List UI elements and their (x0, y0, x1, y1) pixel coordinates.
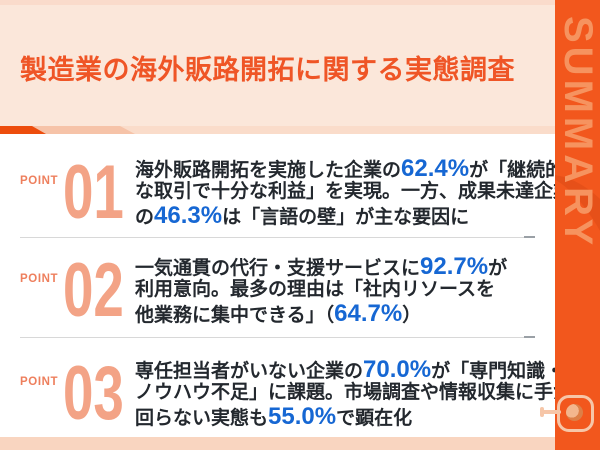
text-segment: の (135, 206, 155, 228)
text-segment: 海外販路開拓を実施した企業の (135, 160, 402, 181)
summary-sidebar: SUMMARY (555, 0, 600, 450)
point-label: POINT (20, 273, 59, 285)
header-top-strip (0, 0, 600, 5)
page-title: 製造業の海外販路開拓に関する実態調査 (20, 55, 515, 85)
point-row: POINT 03 専任担当者がいない企業の70.0%が「専門知識・ ノウハウ不足」… (20, 351, 572, 436)
text-segment: で顕在化 (336, 407, 413, 429)
stripe-light (0, 126, 555, 134)
point-row: POINT 01 海外販路開拓を実施した企業の62.4%が「継続的 な取引で十分な… (20, 150, 572, 235)
point-text: 海外販路開拓を実施した企業の62.4%が「継続的 な取引で十分な利益」を実現。一方… (135, 157, 572, 229)
text-segment: ） (402, 304, 422, 326)
point-text: 専任担当者がいない企業の70.0%が「専門知識・ ノウハウ不足」に課題。市場調査や… (135, 358, 572, 430)
text-segment: 一気通貫の代行・支援サービスに (135, 258, 421, 279)
stripe-mid (0, 126, 135, 134)
point-id: POINT 03 (20, 351, 135, 436)
text-segment: が「継続的 (469, 160, 565, 181)
text-segment: 他業務に集中できる」（ (135, 304, 335, 326)
text-segment: が「専門知識・ (431, 361, 565, 382)
divider (20, 336, 535, 338)
stat-highlight: 62.4% (401, 155, 470, 182)
text-segment: な取引で十分な利益」を実現。一方、成果未達企業 (135, 181, 573, 203)
text-segment: 専任担当者がいない企業の (135, 361, 364, 382)
divider-tick (524, 336, 535, 338)
point-id: POINT 02 (20, 248, 135, 333)
bottom-strip (0, 437, 555, 450)
text-segment: ノウハウ不足」に課題。市場調査や情報収集に手が (135, 382, 573, 404)
divider-tick (524, 236, 535, 238)
point-number: 01 (63, 150, 124, 235)
stat-highlight: 70.0% (363, 356, 432, 383)
text-segment: 利用意向。最多の理由は「社内リソースを (135, 279, 496, 301)
point-number: 03 (63, 351, 124, 436)
point-text: 一気通貫の代行・支援サービスに92.7%が 利用意向。最多の理由は「社内リソースを… (135, 255, 507, 327)
logo-ring (557, 395, 594, 432)
divider (20, 236, 535, 238)
stat-highlight: 55.0% (268, 402, 337, 430)
text-segment: が (488, 258, 508, 279)
lens-logo-icon (540, 393, 595, 435)
stat-highlight: 46.3% (154, 201, 223, 229)
header-background (0, 0, 600, 134)
text-segment: は「言語の壁」が主な要因に (222, 206, 470, 228)
point-number: 02 (63, 248, 124, 333)
logo-inner-circle (566, 404, 583, 421)
stat-highlight: 92.7% (420, 253, 489, 280)
summary-vertical-label: SUMMARY (556, 16, 600, 250)
logo-handle (542, 410, 561, 414)
point-label: POINT (20, 175, 59, 187)
point-label: POINT (20, 376, 59, 388)
point-row: POINT 02 一気通貫の代行・支援サービスに92.7%が 利用意向。最多の理由… (20, 248, 540, 333)
stat-highlight: 64.7% (334, 299, 403, 327)
point-id: POINT 01 (20, 150, 135, 235)
stripe-dark (0, 126, 46, 134)
text-segment: 回らない実態も (135, 407, 269, 429)
